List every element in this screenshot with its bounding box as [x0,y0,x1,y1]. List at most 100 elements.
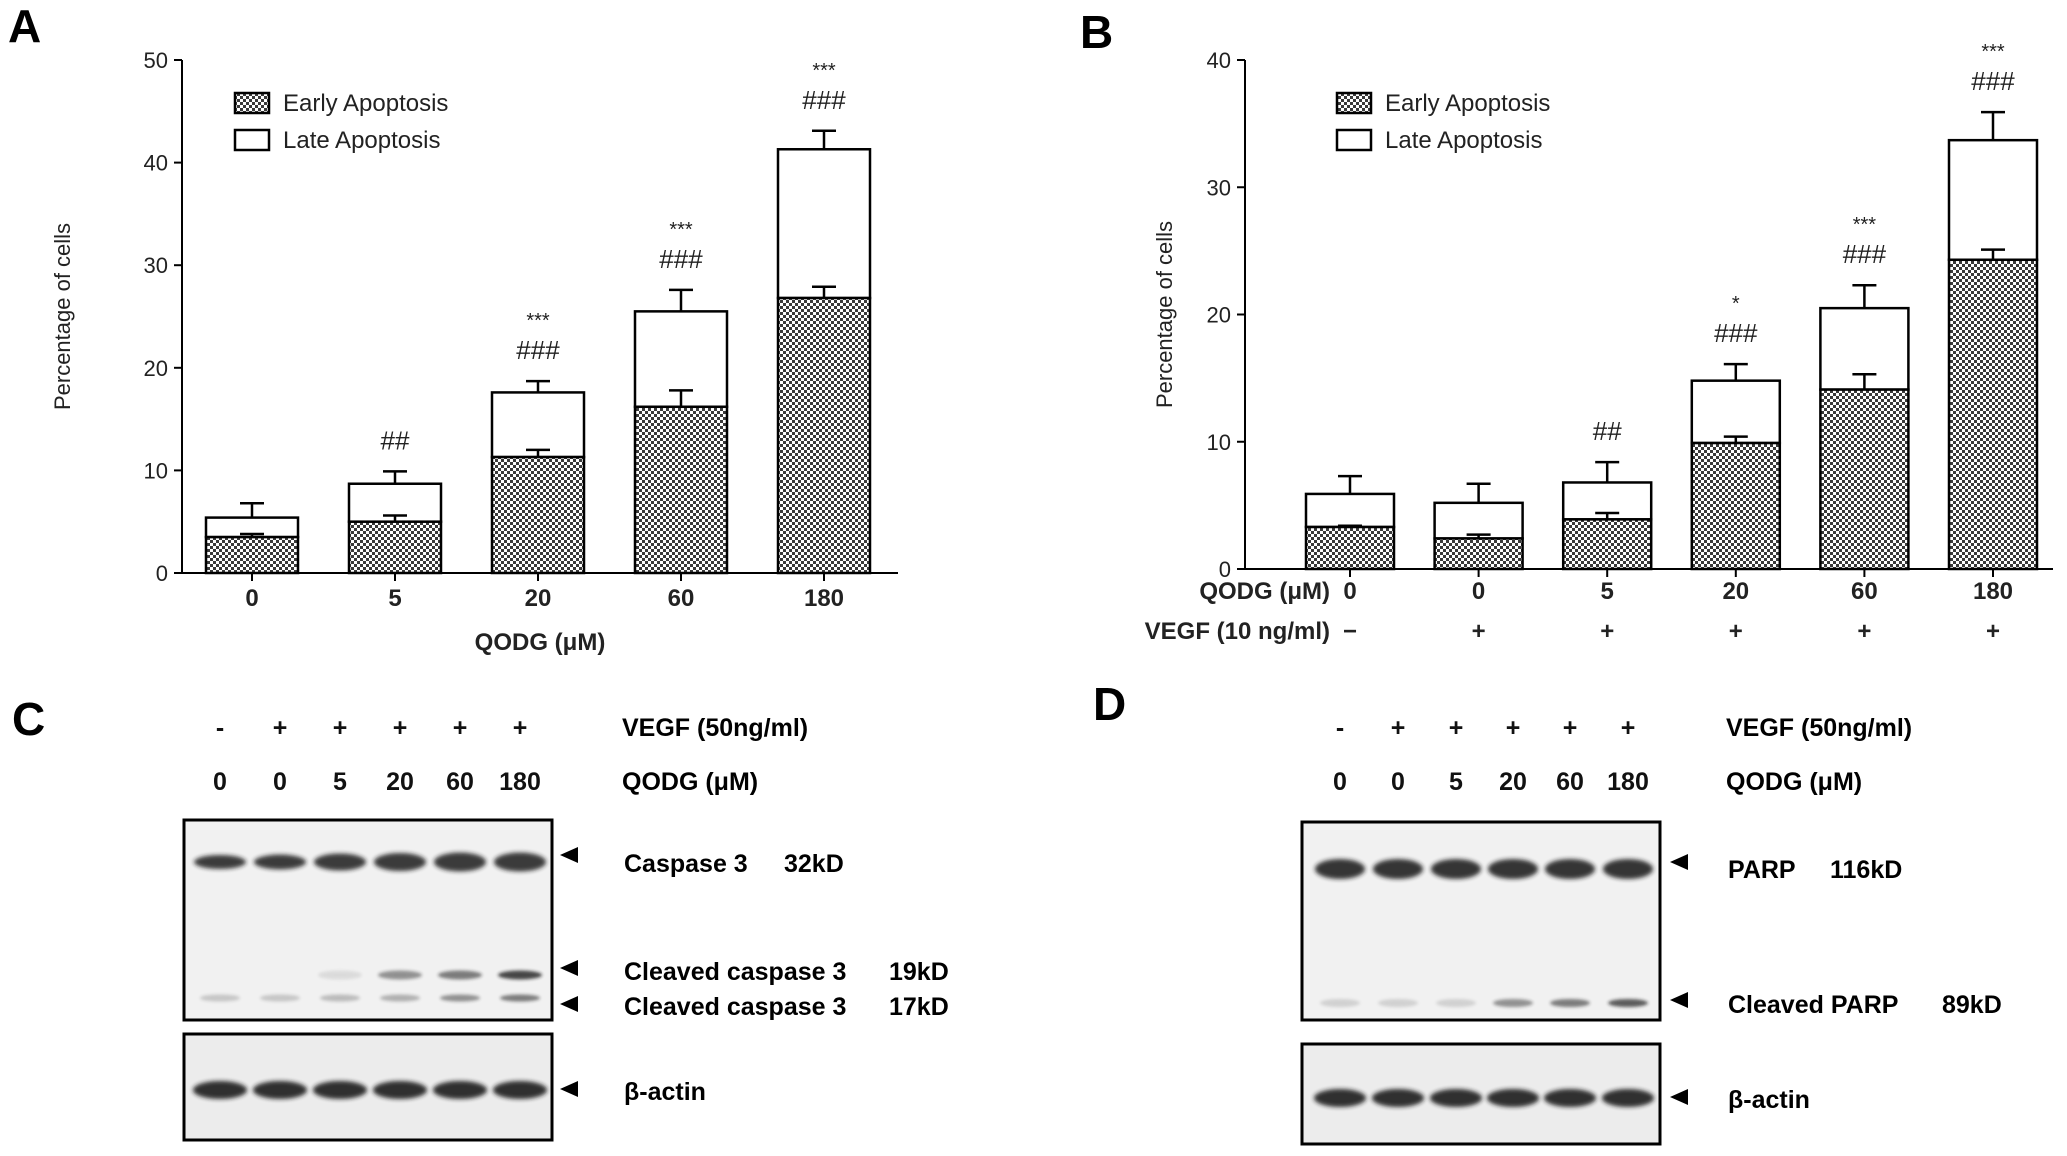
bar-late-apoptosis [776,148,872,300]
vegf-sign: + [273,714,288,742]
bar-early-apoptosis [347,520,443,575]
legend-label: Early Apoptosis [283,90,448,117]
significance-label: ### [516,335,560,365]
qodg-row: 0 0 5 20 60 180 [1333,768,1649,796]
y-tick-label: 40 [144,151,168,176]
significance-label: ## [1593,416,1622,446]
vegf-sign: + [1563,714,1578,742]
blot-band [440,994,480,1002]
x-tick-label: 5 [388,585,401,612]
blot-band [1378,999,1418,1007]
panel-label-a: A [8,0,41,52]
band-size: 19kD [889,958,949,986]
blot-band [494,852,546,872]
blot-band [1487,1089,1539,1107]
blot-band [1436,999,1476,1007]
blot-panel-d: - + + + + + VEGF (50ng/ml) 0 0 5 20 60 180 QODG (μ… [1300,714,2002,1146]
significance-label: * [1732,293,1740,315]
vegf-sign: + [1449,714,1464,742]
x-tick-label: + [1729,618,1743,645]
band-label: Cleaved PARP [1728,991,1898,1019]
caspase-bands [194,852,546,1002]
band-size: 17kD [889,993,949,1021]
blot-band [1603,859,1653,879]
bar-late-apoptosis [1690,379,1782,445]
panel-label-d: D [1093,678,1126,730]
qodg-dose: 5 [333,768,347,796]
significance-label: ### [1971,66,2015,96]
blot-band [498,970,542,980]
actin-bands [1314,1089,1654,1107]
qodg-label: QODG (μM) [1726,768,1862,796]
category-row-label: VEGF (10 ng/ml) [1145,618,1330,645]
band-size: 89kD [1942,991,2002,1019]
vegf-sign: + [1621,714,1636,742]
significance-label: ### [1843,239,1887,269]
band-label: Caspase 3 [624,850,748,878]
legend-label: Early Apoptosis [1385,90,1550,117]
blot-band [1373,859,1423,879]
y-tick-label: 50 [144,48,168,73]
y-axis-label: Percentage of cells [50,223,75,410]
legend-swatch-early [1335,91,1373,115]
x-tick-label: 0 [1472,578,1485,605]
blot-band [253,1081,307,1099]
blot-band [1602,1089,1654,1107]
blot-panel-c: - + + + + + VEGF (50ng/ml) 0 0 5 20 60 180 QODG (μ… [182,714,949,1142]
vegf-label: VEGF (50ng/ml) [622,714,808,742]
vegf-row: - + + + + + [216,714,527,742]
band-label: β-actin [624,1078,706,1106]
blot-band [1315,859,1365,879]
x-tick-label: + [1857,618,1871,645]
blot-band [1314,1089,1366,1107]
qodg-label: QODG (μM) [622,768,758,796]
x-tick-label: 60 [668,585,695,612]
y-tick-label: 20 [144,356,168,381]
significance-label: ### [659,244,703,274]
qodg-dose: 0 [213,768,227,796]
x-tick-label: 5 [1601,578,1614,605]
y-tick-label: 0 [1219,557,1231,582]
band-label: Cleaved caspase 3 [624,958,846,986]
blot-band [318,970,362,980]
x-tick-label: 0 [1343,578,1356,605]
arrow-icon [560,996,578,1012]
blot-band [438,970,482,980]
bar-early-apoptosis [1819,388,1910,571]
blot-band [493,1081,547,1099]
significance-label: *** [1853,214,1877,236]
x-tick-label: 20 [525,585,552,612]
blot-band [374,853,426,871]
vegf-row: - + + + + + [1336,714,1635,742]
qodg-row: 0 0 5 20 60 180 [213,768,541,796]
significance-label: *** [526,310,550,332]
qodg-dose: 60 [446,768,474,796]
legend-swatch-late [1335,128,1373,152]
bar-early-apoptosis [1561,518,1653,571]
blot-band [1431,859,1481,879]
blot-box-caspase [182,818,554,1022]
legend-swatch-late [233,128,271,152]
actin-bands [193,1081,547,1099]
y-tick-label: 30 [1207,175,1231,200]
x-tick-label: 20 [1722,578,1749,605]
arrow-icon [560,960,578,976]
x-tick-label: 180 [804,585,844,612]
blot-band [1493,999,1533,1007]
bar-late-apoptosis [1947,138,2039,262]
qodg-dose: 0 [1333,768,1347,796]
blot-band [314,853,366,871]
y-axis-label: Percentage of cells [1152,221,1177,408]
arrow-icon [1670,854,1688,870]
qodg-dose: 180 [499,768,541,796]
bar-early-apoptosis [490,455,586,575]
band-size: 32kD [784,850,844,878]
bar-late-apoptosis [490,391,586,459]
x-tick-label: + [1472,618,1486,645]
vegf-sign: + [333,714,348,742]
blot-band [1550,999,1590,1007]
vegf-sign: + [513,714,528,742]
blot-band [1544,1089,1596,1107]
blot-band [500,994,540,1002]
